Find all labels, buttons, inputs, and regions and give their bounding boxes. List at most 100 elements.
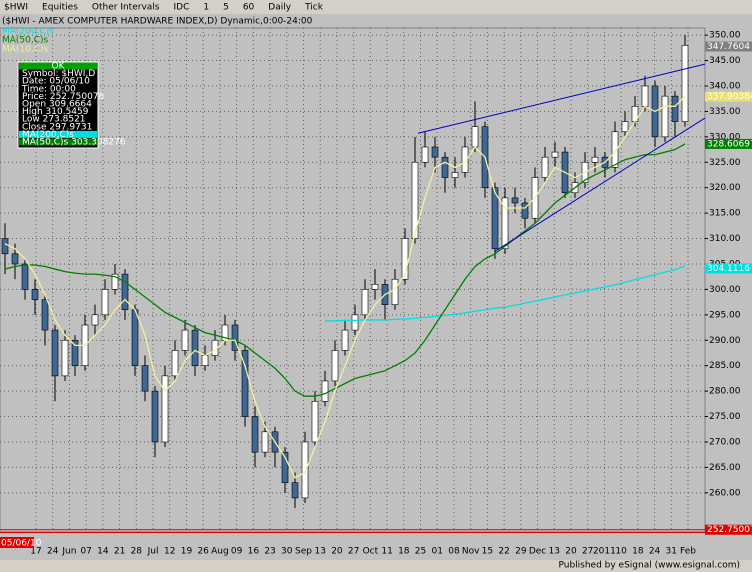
legend-entry: MA(50,C)s bbox=[2, 36, 49, 46]
candle-body bbox=[31, 289, 39, 300]
x-tick-label: 15 bbox=[482, 547, 493, 557]
y-tick-label: 330.00 bbox=[709, 132, 741, 142]
y-tick-label: 310.00 bbox=[709, 234, 741, 244]
value-tag bbox=[705, 263, 752, 274]
candle-body bbox=[71, 339, 79, 366]
toolbar-item[interactable]: 1 bbox=[203, 3, 209, 13]
candle-body bbox=[661, 95, 669, 138]
candle-body bbox=[641, 85, 649, 107]
trendline bbox=[417, 63, 706, 134]
x-tick-label: 13 bbox=[549, 547, 560, 557]
x-tick-label: 17 bbox=[30, 547, 41, 557]
x-tick-label: Oct bbox=[363, 547, 379, 557]
candle-body bbox=[551, 151, 559, 158]
x-tick-label: 09 bbox=[231, 547, 243, 557]
y-tick-label: 315.00 bbox=[709, 209, 741, 219]
y-tick-label: 340.00 bbox=[709, 81, 741, 91]
data-window-row: Open 309.6664 bbox=[22, 100, 92, 110]
x-tick-label: 24 bbox=[649, 547, 661, 557]
candle-body bbox=[431, 146, 439, 158]
x-tick-label: Dec bbox=[529, 547, 546, 557]
toolbar-item[interactable]: Equities bbox=[42, 3, 78, 13]
x-tick-label: 28 bbox=[131, 547, 143, 557]
trendline bbox=[494, 117, 706, 252]
x-tick-label: Sep bbox=[295, 547, 312, 557]
x-tick-label: 11 bbox=[381, 547, 392, 557]
y-tick-label: 300.00 bbox=[709, 285, 741, 295]
ma-line bbox=[4, 95, 686, 479]
toolbar-item[interactable]: 5 bbox=[223, 3, 229, 13]
value-tag bbox=[705, 91, 752, 102]
ma-line bbox=[4, 143, 686, 397]
candle-body bbox=[401, 238, 409, 280]
value-tag-label: 347.7604 bbox=[707, 42, 750, 52]
data-window-row: MA(50,C)s 303.308276 bbox=[22, 138, 126, 148]
candle-body bbox=[151, 390, 159, 443]
x-tick-label: 19 bbox=[181, 547, 193, 557]
x-tick-label: 2011 bbox=[593, 547, 616, 557]
data-window-row: High 310.5459 bbox=[22, 107, 89, 117]
candle-body bbox=[131, 309, 139, 366]
y-tick-label: 290.00 bbox=[709, 336, 741, 346]
y-tick-label: 285.00 bbox=[709, 361, 741, 371]
candle-body bbox=[521, 202, 529, 219]
x-tick-label: Feb bbox=[680, 547, 696, 557]
candle-body bbox=[491, 187, 499, 250]
x-tick-label: 20 bbox=[565, 547, 577, 557]
x-tick-label: 12 bbox=[164, 547, 175, 557]
toolbar-item[interactable]: Daily bbox=[268, 3, 291, 13]
x-tick-label: 26 bbox=[197, 547, 209, 557]
x-tick-label: Jul bbox=[147, 547, 159, 557]
candle-body bbox=[291, 482, 299, 499]
candle-body bbox=[21, 263, 29, 290]
x-tick-label: 16 bbox=[248, 547, 260, 557]
candle-body bbox=[371, 284, 379, 290]
candle-body bbox=[441, 156, 449, 178]
candle-body bbox=[411, 161, 419, 239]
candle-body bbox=[511, 197, 519, 204]
toolbar-item[interactable]: Tick bbox=[304, 3, 324, 13]
cursor-date: 05/06/10 bbox=[1, 539, 42, 549]
legend-entry: MA(10,C)s bbox=[2, 45, 49, 55]
x-tick-label: 27 bbox=[348, 547, 359, 557]
candle-body bbox=[171, 350, 179, 377]
plot-area bbox=[0, 27, 706, 533]
candle-body bbox=[591, 156, 599, 163]
cursor-price: 252.750078 bbox=[707, 525, 752, 535]
candle-body bbox=[261, 431, 269, 453]
x-tick-label: 30 bbox=[281, 547, 293, 557]
candle-body bbox=[191, 329, 199, 366]
y-tick-label: 275.00 bbox=[709, 412, 741, 422]
candle-body bbox=[351, 314, 359, 331]
candle-body bbox=[161, 375, 169, 443]
toolbar-item[interactable]: 60 bbox=[243, 3, 255, 13]
axis-sep bbox=[0, 532, 705, 533]
candle-body bbox=[201, 355, 209, 366]
toolbar-item[interactable]: IDC bbox=[173, 3, 189, 13]
x-tick-label: 22 bbox=[498, 547, 509, 557]
dw-head bbox=[19, 62, 97, 70]
data-window-row: Symbol: $HWI,D bbox=[22, 69, 95, 79]
legend-entry: MA(200,C)s bbox=[2, 27, 54, 37]
y-tick-label: 295.00 bbox=[709, 310, 741, 320]
candle-body bbox=[281, 451, 289, 483]
dw-row-bg bbox=[19, 130, 97, 138]
y-tick-label: 350.00 bbox=[709, 31, 741, 41]
candle-body bbox=[241, 350, 249, 417]
toolbar bbox=[0, 0, 752, 14]
x-tick-label: 23 bbox=[264, 547, 275, 557]
candle-body bbox=[611, 131, 619, 168]
toolbar-item[interactable]: Other Intervals bbox=[92, 3, 160, 13]
y-tick-label: 280.00 bbox=[709, 387, 741, 397]
footer: Published by eSignal (www.esignal.com) bbox=[558, 561, 740, 571]
x-tick-label: 18 bbox=[398, 547, 410, 557]
x-tick-label: 08 bbox=[448, 547, 460, 557]
candle-body bbox=[621, 121, 629, 133]
x-tick-label: 24 bbox=[47, 547, 59, 557]
toolbar-item[interactable]: $HWI bbox=[4, 3, 28, 13]
candle-body bbox=[11, 253, 19, 265]
data-window-row: MA(200,C)s bbox=[22, 130, 74, 140]
data-window-row: OK bbox=[52, 62, 66, 72]
x-tick-label: 18 bbox=[632, 547, 644, 557]
x-tick-label: 01 bbox=[432, 547, 443, 557]
